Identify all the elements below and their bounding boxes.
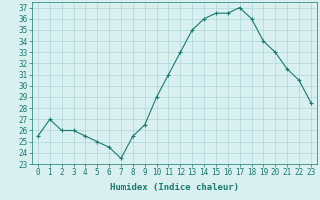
X-axis label: Humidex (Indice chaleur): Humidex (Indice chaleur)	[110, 183, 239, 192]
